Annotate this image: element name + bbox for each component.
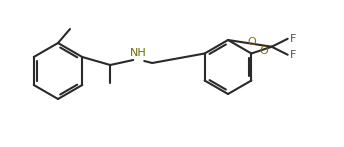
Text: O: O bbox=[259, 46, 268, 56]
Text: NH: NH bbox=[130, 48, 147, 58]
Text: F: F bbox=[290, 50, 296, 60]
Text: F: F bbox=[290, 34, 296, 44]
Text: O: O bbox=[247, 37, 256, 47]
